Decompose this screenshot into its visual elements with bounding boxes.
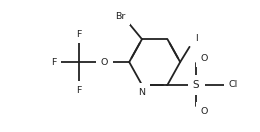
Text: F: F xyxy=(51,58,56,67)
Text: Cl: Cl xyxy=(229,80,238,89)
Text: O: O xyxy=(201,107,208,116)
Text: F: F xyxy=(76,86,81,95)
Text: I: I xyxy=(195,34,198,43)
Text: N: N xyxy=(139,88,145,97)
Text: F: F xyxy=(76,30,81,39)
Text: O: O xyxy=(201,54,208,63)
Text: O: O xyxy=(101,58,108,67)
Text: S: S xyxy=(193,80,199,90)
Text: Br: Br xyxy=(115,12,125,21)
